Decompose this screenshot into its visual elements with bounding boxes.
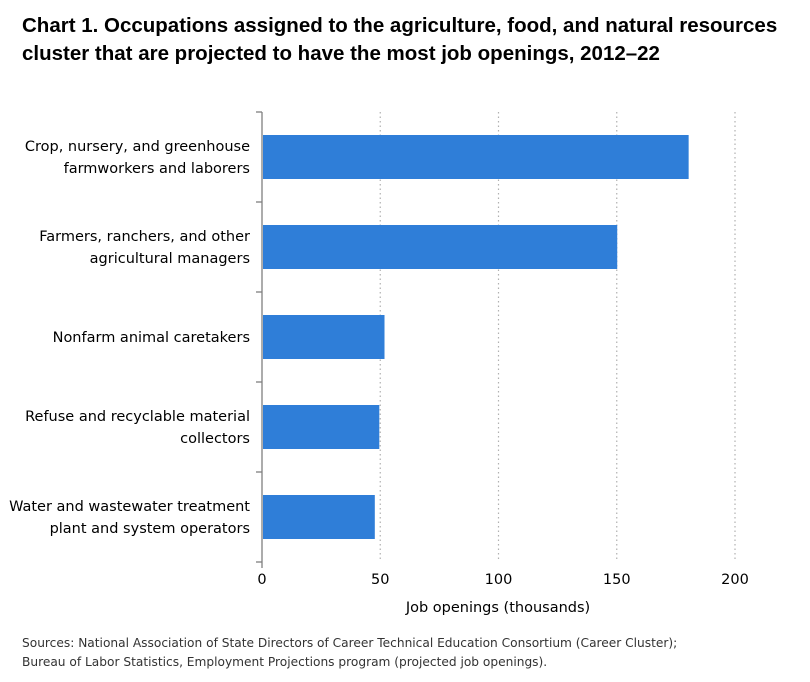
category-label-line: agricultural managers xyxy=(90,251,250,267)
axes xyxy=(256,111,263,568)
x-tick-label-0: 0 xyxy=(257,572,266,588)
category-label-line: Refuse and recyclable material xyxy=(25,409,250,425)
x-tick-label-2: 100 xyxy=(485,572,513,588)
category-label-0: Crop, nursery, and greenhouse farmworkers… xyxy=(25,139,250,177)
sources-note: Sources: National Association of State D… xyxy=(22,634,677,672)
category-label-line: collectors xyxy=(180,431,250,447)
bar-3 xyxy=(263,405,380,449)
sources-line-1: Sources: National Association of State D… xyxy=(22,636,678,650)
x-tick-label-1: 50 xyxy=(371,572,389,588)
x-tick-labels: 0 50 100 150 200 xyxy=(257,572,748,588)
category-label-1: Farmers, ranchers, and other agricultural… xyxy=(39,229,250,267)
category-label-3: Refuse and recyclable material collectors xyxy=(25,409,250,447)
category-label-line: Crop, nursery, and greenhouse xyxy=(25,139,250,155)
sources-line-2: Bureau of Labor Statistics, Employment P… xyxy=(22,655,548,669)
gridlines xyxy=(379,112,736,562)
bar-2 xyxy=(263,315,385,359)
bar-4 xyxy=(263,495,375,539)
category-label-line: Farmers, ranchers, and other xyxy=(39,229,250,245)
x-tick-label-3: 150 xyxy=(603,572,631,588)
category-labels: Crop, nursery, and greenhouse farmworkers… xyxy=(9,139,250,537)
category-label-line: farmworkers and laborers xyxy=(64,161,250,177)
bar-1 xyxy=(263,225,618,269)
chart-title: Chart 1. Occupations assigned to the agr… xyxy=(22,14,778,65)
x-axis-title: Job openings (thousands) xyxy=(405,600,590,616)
category-label-line: plant and system operators xyxy=(50,521,250,537)
bars xyxy=(263,135,689,539)
category-label-2: Nonfarm animal caretakers xyxy=(53,330,250,346)
bar-0 xyxy=(263,135,689,179)
x-tick-label-4: 200 xyxy=(721,572,749,588)
category-label-4: Water and wastewater treatment plant and … xyxy=(9,499,250,537)
category-label-line: Nonfarm animal caretakers xyxy=(53,330,250,346)
category-label-line: Water and wastewater treatment xyxy=(9,499,250,515)
